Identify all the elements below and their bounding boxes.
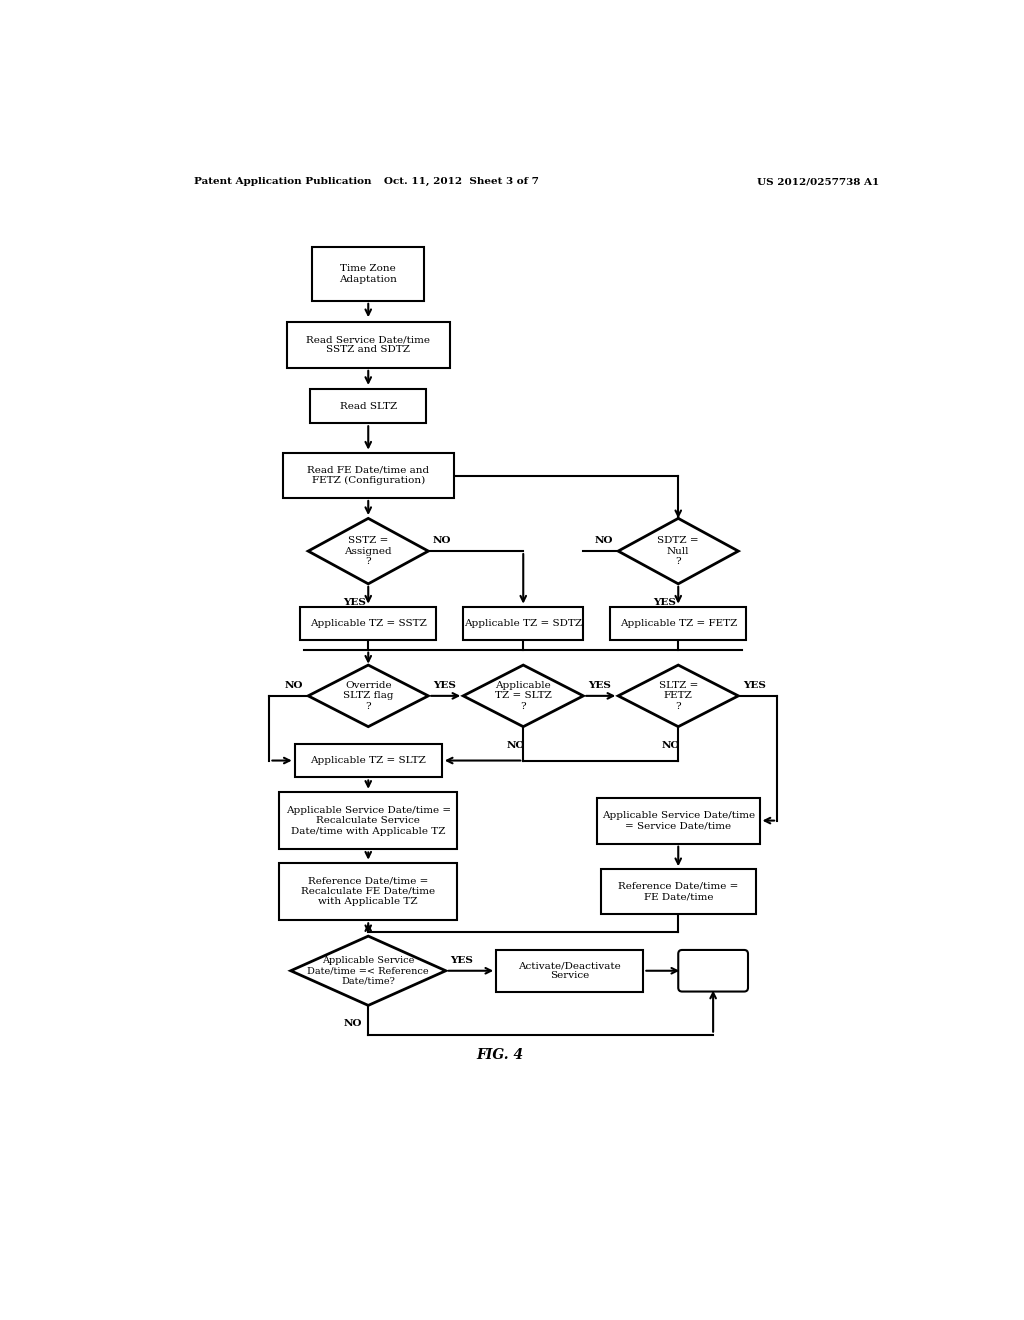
Text: Read FE Date/time and
FETZ (Configuration): Read FE Date/time and FETZ (Configuratio… (307, 466, 429, 486)
Text: Reference Date/time =
FE Date/time: Reference Date/time = FE Date/time (618, 882, 738, 902)
Text: Reference Date/time =
Recalculate FE Date/time
with Applicable TZ: Reference Date/time = Recalculate FE Dat… (301, 876, 435, 907)
Text: Applicable Service Date/time
= Service Date/time: Applicable Service Date/time = Service D… (602, 810, 755, 830)
FancyBboxPatch shape (295, 743, 442, 777)
Text: NO: NO (595, 536, 613, 545)
Polygon shape (291, 936, 445, 1006)
FancyBboxPatch shape (610, 607, 746, 640)
Text: Applicable Service
Date/time =< Reference
Date/time?: Applicable Service Date/time =< Referenc… (307, 956, 429, 986)
Text: YES: YES (433, 681, 456, 689)
Polygon shape (618, 665, 738, 726)
Text: Oct. 11, 2012  Sheet 3 of 7: Oct. 11, 2012 Sheet 3 of 7 (384, 177, 539, 186)
Text: Override
SLTZ flag
?: Override SLTZ flag ? (343, 681, 393, 710)
Polygon shape (618, 519, 738, 583)
Text: Applicable TZ = SDTZ: Applicable TZ = SDTZ (464, 619, 583, 628)
Text: Applicable
TZ = SLTZ
?: Applicable TZ = SLTZ ? (495, 681, 552, 710)
Text: Applicable TZ = FETZ: Applicable TZ = FETZ (620, 619, 737, 628)
Text: YES: YES (653, 598, 676, 607)
Text: YES: YES (588, 681, 611, 689)
Text: NO: NO (662, 741, 680, 750)
Polygon shape (308, 519, 428, 583)
FancyBboxPatch shape (463, 607, 584, 640)
Text: NO: NO (433, 536, 452, 545)
FancyBboxPatch shape (678, 950, 748, 991)
Text: SDTZ =
Null
?: SDTZ = Null ? (657, 536, 699, 566)
FancyBboxPatch shape (310, 389, 426, 424)
Polygon shape (308, 665, 428, 726)
Text: Applicable TZ = SLTZ: Applicable TZ = SLTZ (310, 756, 426, 766)
FancyBboxPatch shape (283, 453, 454, 498)
Text: NO: NO (343, 1019, 362, 1028)
FancyBboxPatch shape (496, 949, 643, 991)
Text: Applicable TZ = SSTZ: Applicable TZ = SSTZ (310, 619, 427, 628)
FancyBboxPatch shape (312, 247, 424, 301)
Text: SSTZ =
Assigned
?: SSTZ = Assigned ? (344, 536, 392, 566)
Text: Time Zone
Adaptation: Time Zone Adaptation (339, 264, 397, 284)
FancyBboxPatch shape (601, 869, 756, 913)
Text: Applicable Service Date/time =
Recalculate Service
Date/time with Applicable TZ: Applicable Service Date/time = Recalcula… (286, 805, 451, 836)
Text: YES: YES (451, 956, 473, 965)
FancyBboxPatch shape (597, 797, 760, 843)
Text: YES: YES (743, 681, 766, 689)
Text: YES: YES (343, 598, 366, 607)
Text: NO: NO (506, 741, 524, 750)
FancyBboxPatch shape (280, 862, 458, 920)
Text: Read SLTZ: Read SLTZ (340, 401, 397, 411)
Text: SLTZ =
FETZ
?: SLTZ = FETZ ? (658, 681, 698, 710)
Text: FIG. 4: FIG. 4 (476, 1048, 523, 1063)
Polygon shape (463, 665, 584, 726)
FancyBboxPatch shape (300, 607, 436, 640)
Text: NO: NO (285, 681, 303, 689)
Text: Read Service Date/time
SSTZ and SDTZ: Read Service Date/time SSTZ and SDTZ (306, 335, 430, 355)
Text: Activate/Deactivate
Service: Activate/Deactivate Service (518, 961, 622, 981)
FancyBboxPatch shape (280, 792, 458, 850)
FancyBboxPatch shape (287, 322, 450, 368)
Text: US 2012/0257738 A1: US 2012/0257738 A1 (757, 177, 879, 186)
Text: Patent Application Publication: Patent Application Publication (194, 177, 372, 186)
